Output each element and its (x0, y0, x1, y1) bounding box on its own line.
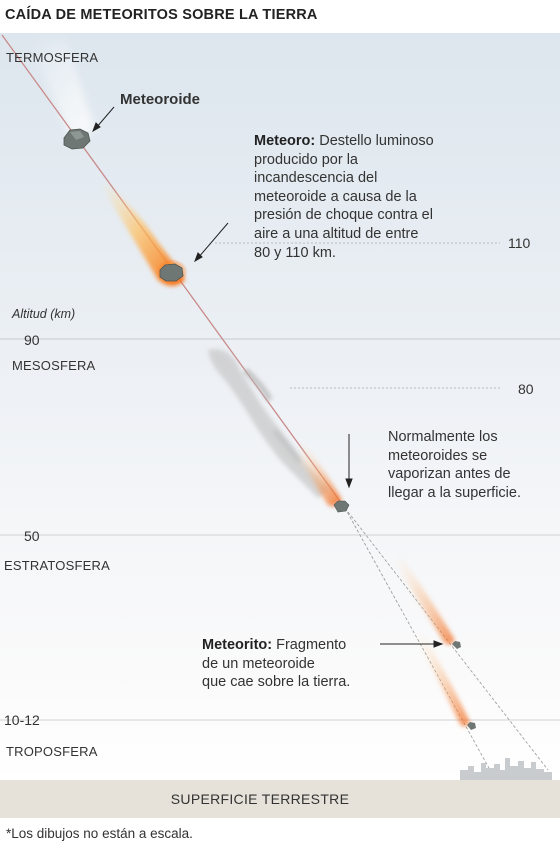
vapor-line2: meteoroides se (388, 447, 488, 464)
meteoroide-label: Meteoroide (120, 91, 201, 108)
meteorito-note: Meteorito: Fragmento de un meteoroide qu… (202, 636, 392, 692)
city-skyline-icon (460, 758, 552, 780)
meteoro-line5: presión de choque contra el (254, 207, 433, 224)
layer-estratosfera: ESTRATOSFERA (4, 558, 110, 573)
layer-troposfera: TROPOSFERA (6, 744, 98, 759)
vapor-line4: llegar a la superficie. (388, 484, 521, 501)
wake-trail (28, 40, 95, 140)
altitude-axis-title: Altitud (km) (12, 307, 76, 321)
meteoro-line6: aire a una altitud de entre (254, 225, 419, 242)
meteorito-line1: Fragmento (276, 637, 347, 653)
vaporizing-rock-icon (333, 500, 350, 513)
altitude-50: 50 (24, 528, 40, 544)
meteoro-rock-icon (159, 263, 184, 282)
smoke-trail-icon (208, 349, 330, 498)
sky-background (0, 33, 560, 780)
arrow-icon (92, 106, 444, 648)
ground-label: SUPERFICIE TERRESTRE (170, 791, 350, 807)
meteorito-line2: de un meteoroide (202, 655, 315, 672)
meteoro-line1: Destello luminoso (319, 133, 434, 149)
layer-mesosfera: MESOSFERA (12, 358, 96, 373)
meteoro-note: Meteoro: Destello luminoso producido por… (254, 132, 514, 262)
vapor-line3: vaporizan antes de (388, 466, 511, 483)
meteoro-term: Meteoro: (254, 133, 316, 149)
altitude-110: 110 (508, 235, 531, 251)
altitude-10-12: 10-12 (4, 712, 40, 728)
vaporization-note: Normalmente los meteoroides se vaporizan… (388, 428, 558, 502)
meteoro-line2: producido por la (254, 151, 358, 168)
meteoroid-rock-icon (63, 128, 91, 150)
layer-termosfera: TERMOSFERA (6, 50, 99, 65)
meteorito-term: Meteorito: (202, 637, 273, 653)
ground-band (0, 780, 560, 818)
altitude-90: 90 (24, 332, 40, 348)
page-title: CAÍDA DE METEORITOS SOBRE LA TIERRA (5, 7, 318, 23)
meteorito-line3: que cae sobre la tierra. (202, 674, 351, 691)
footnote: *Los dibujos no están a escala. (6, 826, 193, 841)
vapor-line1: Normalmente los (388, 429, 498, 445)
meteoro-line7: 80 y 110 km. (254, 244, 336, 261)
flame-trail-mid (300, 440, 342, 507)
meteorito-rock-icon (452, 641, 476, 730)
altitude-80: 80 (518, 381, 534, 397)
flame-trail-lower (396, 555, 470, 727)
meteoro-line4: meteoroide a causa de la (254, 188, 417, 205)
meteoro-line3: incandescencia del (254, 170, 378, 187)
